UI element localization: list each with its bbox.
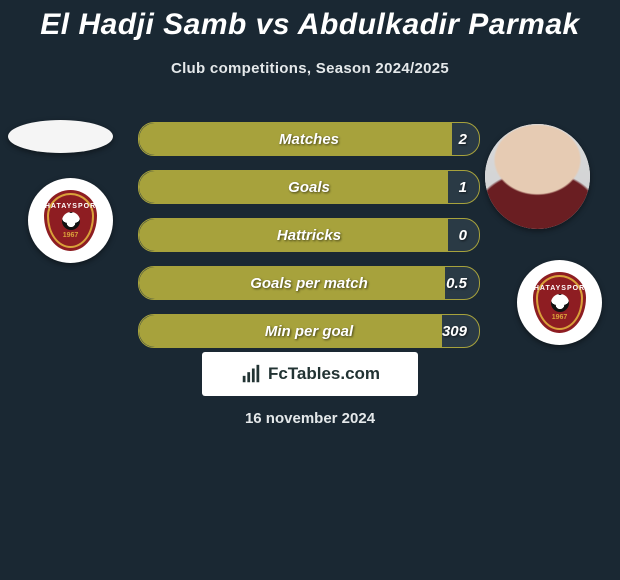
football-icon — [551, 294, 569, 312]
shield-icon: HATAYSPOR 1967 — [533, 272, 586, 333]
stat-row-matches: Matches 2 — [138, 122, 480, 156]
stats-bars: Matches 2 Goals 1 Hattricks 0 Goals per … — [138, 122, 480, 362]
stat-label: Hattricks — [139, 219, 479, 251]
portrait-icon — [485, 124, 590, 229]
stat-row-min-per-goal: Min per goal 309 — [138, 314, 480, 348]
player2-name: Abdulkadir Parmak — [298, 8, 580, 41]
stat-row-goals: Goals 1 — [138, 170, 480, 204]
player2-photo — [485, 124, 590, 229]
stat-value: 309 — [442, 315, 467, 347]
stat-label: Goals per match — [139, 267, 479, 299]
page-title: El Hadji Samb vs Abdulkadir Parmak — [0, 0, 620, 42]
stat-value: 1 — [459, 171, 467, 203]
player2-team-badge: HATAYSPOR 1967 — [517, 260, 602, 345]
stat-value: 0 — [459, 219, 467, 251]
watermark: FcTables.com — [202, 352, 418, 396]
comparison-card: El Hadji Samb vs Abdulkadir Parmak Club … — [0, 0, 620, 580]
stat-label: Matches — [139, 123, 479, 155]
player1-photo-placeholder — [8, 120, 113, 153]
team-name: HATAYSPOR — [45, 203, 96, 210]
watermark-text: FcTables.com — [268, 364, 380, 384]
shield-icon: HATAYSPOR 1967 — [44, 190, 97, 251]
player1-name: El Hadji Samb — [40, 8, 247, 41]
team-year: 1967 — [63, 232, 79, 239]
date-label: 16 november 2024 — [0, 410, 620, 427]
stat-label: Min per goal — [139, 315, 479, 347]
stat-row-hattricks: Hattricks 0 — [138, 218, 480, 252]
stat-row-goals-per-match: Goals per match 0.5 — [138, 266, 480, 300]
stat-label: Goals — [139, 171, 479, 203]
football-icon — [62, 212, 80, 230]
stat-value: 2 — [459, 123, 467, 155]
vs-label: vs — [256, 8, 290, 41]
stat-value: 0.5 — [446, 267, 467, 299]
subtitle: Club competitions, Season 2024/2025 — [0, 60, 620, 77]
bar-chart-icon — [240, 363, 262, 385]
player1-team-badge: HATAYSPOR 1967 — [28, 178, 113, 263]
team-name: HATAYSPOR — [534, 285, 585, 292]
team-year: 1967 — [552, 314, 568, 321]
